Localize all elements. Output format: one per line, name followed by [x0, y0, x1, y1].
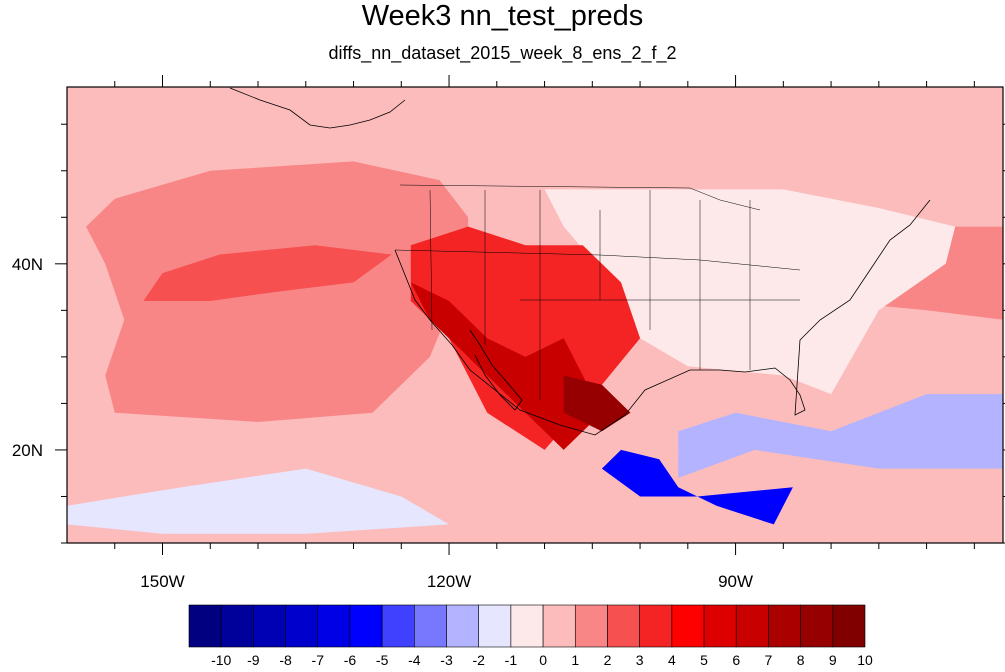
colorbar-box — [832, 604, 866, 648]
colorbar-box — [188, 604, 222, 648]
baja-coastline — [469, 329, 523, 411]
colorbar-label: 5 — [700, 652, 708, 668]
axis-ticks: 150W 120W 90W 20N 40N — [12, 75, 1005, 591]
alaska-bc-coastline — [229, 87, 406, 129]
plot-frame — [66, 86, 1004, 544]
field-region-2 — [143, 245, 392, 301]
colorbar-box — [317, 604, 351, 648]
colorbar-box — [703, 604, 737, 648]
state-boundaries — [394, 184, 801, 400]
colorbar-box — [253, 604, 286, 648]
colorbar-label: 6 — [732, 652, 740, 668]
colorbar-box — [768, 604, 801, 648]
colorbar-box — [574, 604, 608, 648]
field-region-8 — [678, 394, 1003, 478]
colorbar-label: 7 — [765, 652, 773, 668]
colorbar-label: 9 — [829, 652, 837, 668]
colorbar-label: 4 — [668, 652, 676, 668]
field-region-7 — [563, 375, 631, 432]
colorbar-label: 8 — [797, 652, 805, 668]
colorbar-label: 3 — [636, 652, 644, 668]
colorbar-label: -2 — [472, 652, 485, 668]
field-region-6 — [410, 282, 602, 450]
colorbar-box — [542, 604, 576, 648]
colorbar-boxes — [188, 604, 866, 648]
colorbar-label: -9 — [247, 652, 260, 668]
colorbar-label: -3 — [440, 652, 453, 668]
colorbar-label: 0 — [539, 652, 547, 668]
chart-subtitle: diffs_nn_dataset_2015_week_8_ens_2_f_2 — [328, 43, 677, 63]
colorbar-box — [800, 604, 834, 648]
colorbar-labels: -10 -9 -8 -7 -6 -5 -4 -3 -2 -1 0 1 2 3 4 5 6 7 8 9 10 — [211, 652, 873, 668]
coastlines — [229, 87, 931, 436]
colorbar-box — [220, 604, 254, 648]
field-region-9 — [601, 449, 793, 525]
chart-title: Week3 nn_test_preds — [361, 0, 644, 32]
colorbar-box — [510, 604, 544, 648]
colorbar-box — [381, 604, 415, 648]
colorbar-box — [639, 604, 673, 648]
colorbar-box — [735, 604, 769, 648]
colorbar-box — [414, 604, 447, 648]
colorbar-label: -6 — [344, 652, 357, 668]
colorbar-label: -4 — [408, 652, 421, 668]
colorbar-label: -7 — [312, 652, 325, 668]
colorbar-box — [478, 604, 512, 648]
y-tick-label: 40N — [12, 255, 43, 274]
north-america-coastline — [394, 199, 931, 436]
colorbar-label: -8 — [279, 652, 292, 668]
colorbar-box — [349, 604, 383, 648]
x-tick-label: 150W — [140, 572, 184, 591]
x-tick-label: 120W — [427, 572, 471, 591]
colorbar-label: -5 — [376, 652, 389, 668]
colorbar-label: 10 — [857, 652, 873, 668]
colorbar-box — [285, 604, 319, 648]
colorbar-label: -1 — [505, 652, 518, 668]
colorbar-label: -10 — [211, 652, 231, 668]
colorbar-box — [607, 604, 640, 648]
colorbar-label: 2 — [604, 652, 612, 668]
x-tick-label: 90W — [718, 572, 753, 591]
y-tick-label: 20N — [12, 441, 43, 460]
colorbar-box — [671, 604, 705, 648]
field-region-10 — [67, 468, 449, 534]
anomaly-field — [67, 87, 1003, 543]
colorbar-label: 1 — [571, 652, 579, 668]
colorbar-box — [446, 604, 480, 648]
